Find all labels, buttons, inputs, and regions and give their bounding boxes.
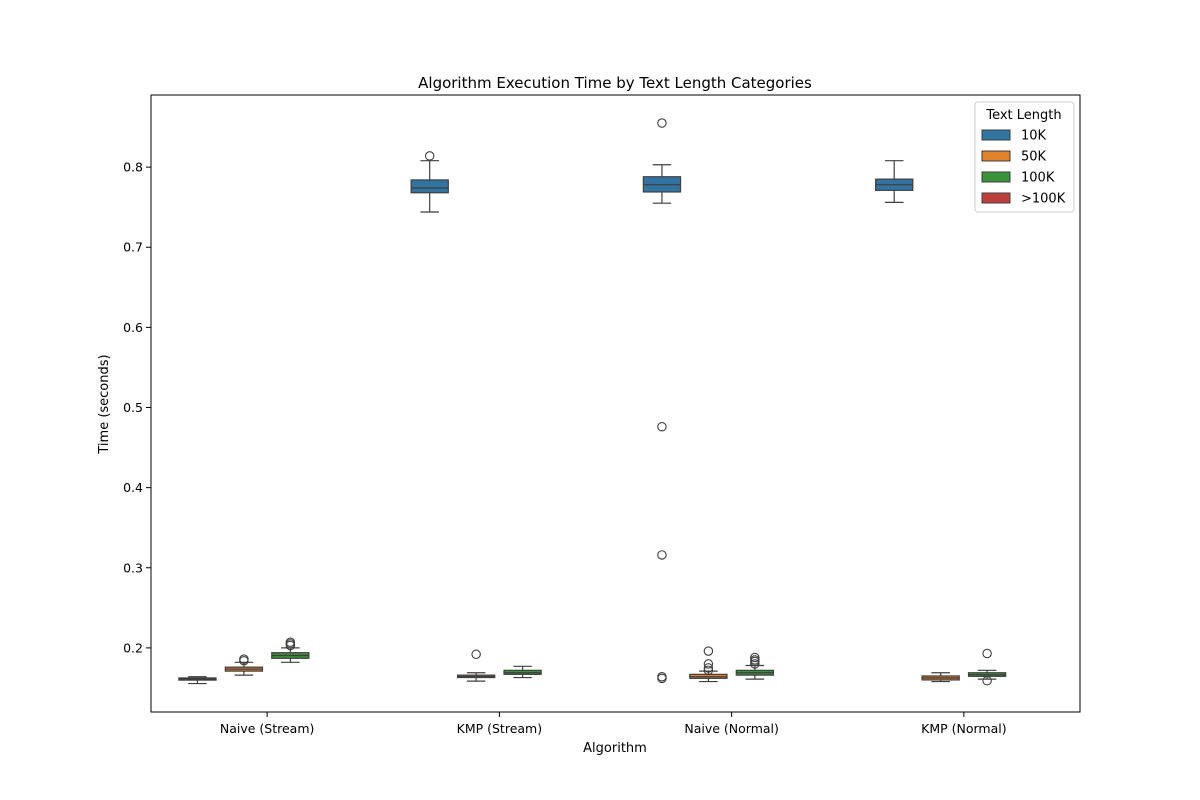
y-tick-label: 0.3 bbox=[123, 560, 143, 575]
plot-area bbox=[178, 118, 1007, 686]
legend-swatch bbox=[981, 129, 1011, 141]
box-100K-Naive (Normal) bbox=[735, 652, 775, 680]
legend-label: >100K bbox=[1021, 192, 1066, 207]
outlier-point bbox=[285, 637, 296, 648]
plot-frame bbox=[150, 94, 1081, 713]
x-tick-label: KMP (Stream) bbox=[457, 721, 542, 736]
box-10K-Naive (Normal) bbox=[642, 118, 682, 684]
y-axis: 0.2 0.3 0.4 0.5 0.6 0.7 0.8 bbox=[123, 160, 151, 655]
outlier-point bbox=[657, 550, 667, 560]
legend: Text Length 10K 50K 100K >100K bbox=[974, 101, 1075, 213]
box-10K-KMP (Normal) bbox=[875, 160, 914, 203]
y-tick-label: 0.2 bbox=[123, 640, 143, 655]
outlier-point bbox=[982, 675, 992, 686]
legend-label: 50K bbox=[1021, 150, 1047, 165]
x-axis: Naive (Stream) KMP (Stream) Naive (Normal)… bbox=[220, 712, 1007, 736]
legend-swatch bbox=[981, 192, 1011, 204]
y-axis-label: Time (seconds) bbox=[97, 354, 112, 454]
box-50K-KMP (Normal) bbox=[921, 672, 960, 683]
outlier-point bbox=[703, 663, 714, 673]
y-tick-label: 0.6 bbox=[123, 320, 143, 335]
outlier-point bbox=[750, 659, 760, 669]
outlier-point bbox=[657, 421, 667, 432]
box-50K-Naive (Normal) bbox=[689, 646, 728, 683]
legend-label: 10K bbox=[1021, 129, 1047, 144]
legend-entries: 10K 50K 100K >100K bbox=[981, 129, 1066, 207]
x-axis-label: Algorithm bbox=[583, 741, 647, 756]
outlier-point bbox=[657, 118, 667, 128]
box-iqr bbox=[410, 179, 449, 194]
x-tick-label: Naive (Normal) bbox=[684, 721, 779, 736]
box-100K-Naive (Stream) bbox=[271, 637, 310, 663]
x-tick-label: Naive (Stream) bbox=[220, 721, 315, 736]
y-tick-label: 0.7 bbox=[123, 240, 143, 255]
y-tick-label: 0.8 bbox=[123, 160, 143, 175]
outlier-point bbox=[750, 655, 760, 665]
box-50K-Naive (Stream) bbox=[224, 654, 264, 676]
legend-swatch bbox=[981, 171, 1011, 183]
legend-title: Text Length bbox=[985, 108, 1061, 123]
legend-swatch bbox=[981, 150, 1011, 162]
outlier-point bbox=[471, 649, 481, 660]
outlier-point bbox=[982, 648, 992, 659]
x-tick-label: KMP (Normal) bbox=[921, 721, 1006, 736]
outlier-point bbox=[424, 151, 435, 161]
outlier-point bbox=[750, 652, 760, 663]
outlier-point bbox=[703, 646, 714, 656]
box-100K-KMP (Normal) bbox=[967, 648, 1007, 686]
box-10K-KMP (Stream) bbox=[410, 151, 449, 213]
box-50K-KMP (Stream) bbox=[456, 649, 496, 682]
box-100K-KMP (Stream) bbox=[503, 665, 542, 679]
y-tick-label: 0.4 bbox=[123, 480, 143, 495]
outlier-point bbox=[703, 659, 714, 669]
outlier-point bbox=[703, 665, 714, 676]
box-10K-Naive (Stream) bbox=[178, 676, 217, 685]
legend-label: 100K bbox=[1021, 171, 1055, 186]
chart-title: Algorithm Execution Time by Text Length … bbox=[418, 74, 812, 92]
y-tick-label: 0.5 bbox=[123, 400, 143, 415]
outlier-point bbox=[239, 654, 249, 664]
outlier-point bbox=[657, 673, 667, 684]
